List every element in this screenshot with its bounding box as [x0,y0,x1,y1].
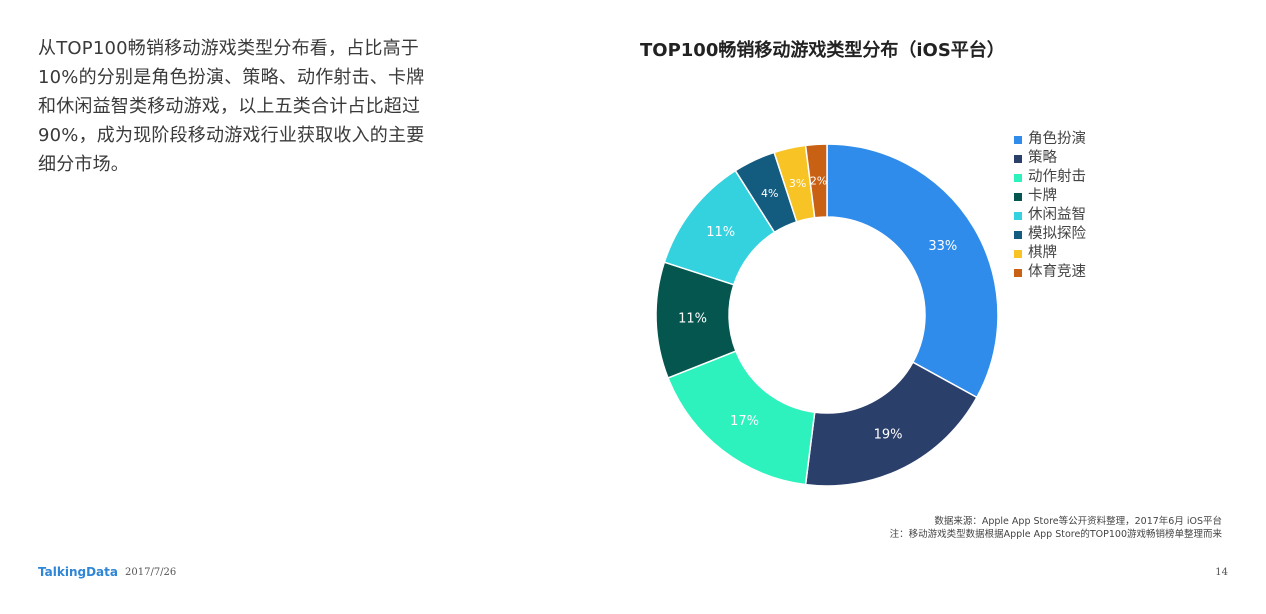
donut-slice-8 [804,143,828,219]
legend-label: 动作射击 [1028,169,1086,185]
legend-swatch [1014,173,1022,182]
donut-slice-1 [826,143,999,399]
legend-label: 卡牌 [1028,188,1057,204]
source-line: 数据来源：Apple App Store等公开资料整理，2017年6月 iOS平… [934,516,1222,527]
legend-label: 休闲益智 [1028,207,1086,223]
legend-label: 角色扮演 [1028,131,1086,147]
slice-label-4: 11% [678,312,707,327]
slice-label-8: 2% [810,174,827,187]
legend-label: 体育竞速 [1028,264,1086,280]
slice-label-5: 11% [706,225,735,240]
legend-item-2: 策略 [1014,149,1086,168]
donut-chart: 33% 19% 17% 11% 11% 4% 3% 2% [655,143,999,487]
legend-item-7: 棋牌 [1014,244,1086,263]
slice-label-2: 19% [874,427,903,442]
summary-text: 从TOP100畅销移动游戏类型分布看，占比高于10%的分别是角色扮演、策略、动作… [38,38,425,175]
legend-swatch [1014,192,1022,201]
legend-label: 棋牌 [1028,245,1057,261]
chart-legend: 角色扮演策略动作射击卡牌休闲益智模拟探险棋牌体育竞速 [1014,130,1086,282]
legend-swatch [1014,154,1022,163]
legend-item-3: 动作射击 [1014,168,1086,187]
legend-swatch [1014,135,1022,144]
legend-item-5: 休闲益智 [1014,206,1086,225]
legend-swatch [1014,268,1022,277]
slice-label-6: 4% [761,187,778,200]
legend-label: 策略 [1028,150,1057,166]
source-notes: 数据来源：Apple App Store等公开资料整理，2017年6月 iOS平… [890,515,1222,541]
slice-label-1: 33% [928,239,957,254]
legend-item-4: 卡牌 [1014,187,1086,206]
legend-item-1: 角色扮演 [1014,130,1086,149]
footer-date: 2017/7/26 [125,567,177,578]
legend-swatch [1014,249,1022,258]
legend-swatch [1014,211,1022,220]
slice-label-3: 17% [730,414,759,429]
note-line: 注：移动游戏类型数据根据Apple App Store的TOP100游戏畅销榜单… [889,529,1222,540]
slice-label-7: 3% [789,177,806,190]
page-number: 14 [1215,567,1228,578]
legend-label: 模拟探险 [1028,226,1086,242]
legend-swatch [1014,230,1022,239]
chart-title: TOP100畅销移动游戏类型分布（iOS平台） [640,40,1005,61]
legend-item-6: 模拟探险 [1014,225,1086,244]
legend-item-8: 体育竞速 [1014,263,1086,282]
brand-logo: TalkingData [38,565,118,579]
